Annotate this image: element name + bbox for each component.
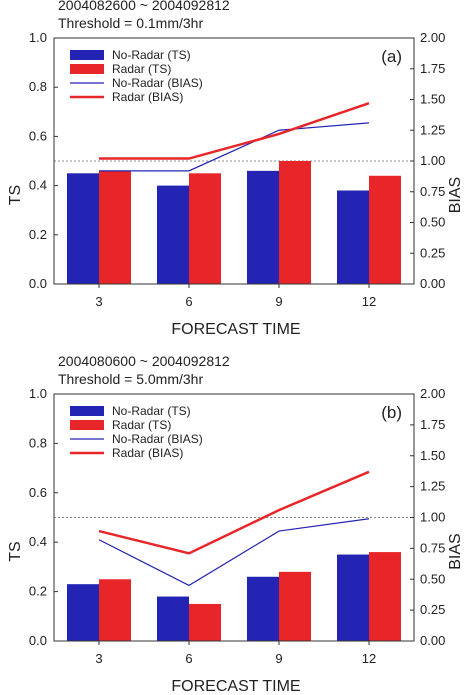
- bar-no-radar-ts--9: [247, 576, 279, 641]
- line-radar-bias-: [99, 102, 370, 160]
- bar-radar-ts--3: [99, 579, 131, 641]
- y2-tick-label: 1.00: [420, 510, 445, 525]
- bar-radar-ts--12: [369, 552, 401, 641]
- y2-tick-label: 0.50: [420, 215, 445, 230]
- y-tick-label: 0.8: [29, 435, 47, 450]
- x-tick-label: 6: [185, 294, 192, 309]
- y2-tick-label: 0.50: [420, 571, 445, 586]
- y2-tick-label: 2.00: [420, 30, 445, 45]
- y2-tick-label: 0.00: [420, 276, 445, 291]
- y-tick-label: 0.4: [29, 534, 47, 549]
- bar-radar-ts--3: [99, 170, 131, 284]
- y-tick-label: 0.2: [29, 227, 47, 242]
- bar-no-radar-ts--3: [67, 584, 99, 641]
- legend-label: Radar (BIAS): [112, 90, 183, 104]
- y-tick-label: 0.6: [29, 128, 47, 143]
- panel-label: (a): [381, 47, 402, 66]
- y-axis-title: TS: [7, 185, 24, 205]
- y-axis-title: TS: [7, 541, 24, 561]
- x-tick-label: 6: [185, 651, 192, 666]
- x-tick-label: 3: [95, 651, 102, 666]
- y2-tick-label: 1.50: [420, 448, 445, 463]
- x-tick-label: 12: [362, 294, 376, 309]
- y-tick-label: 0.2: [29, 584, 47, 599]
- y2-tick-label: 0.75: [420, 184, 445, 199]
- legend-label: No-Radar (TS): [112, 48, 191, 62]
- legend-swatch: [70, 50, 104, 60]
- y2-tick-label: 1.25: [420, 479, 445, 494]
- legend-swatch: [70, 420, 104, 430]
- chart-threshold: Threshold = 0.1mm/3hr: [58, 15, 203, 31]
- bar-no-radar-ts--12: [337, 190, 369, 284]
- panel-label: (b): [381, 403, 402, 422]
- bar-radar-ts--9: [279, 571, 311, 641]
- legend-label: Radar (TS): [112, 62, 171, 76]
- chart-panel-0: 2004082600 ~ 2004092812 Threshold = 0.1mm…: [7, 0, 464, 338]
- y2-tick-label: 2.00: [420, 386, 445, 401]
- bar-radar-ts--9: [279, 161, 311, 284]
- bar-radar-ts--6: [189, 603, 221, 641]
- bar-no-radar-ts--3: [67, 173, 99, 284]
- legend-label: No-Radar (BIAS): [112, 432, 203, 446]
- line-no-radar-bias-: [98, 518, 370, 587]
- y-tick-label: 1.0: [29, 386, 47, 401]
- legend-label: Radar (TS): [112, 418, 171, 432]
- bar-no-radar-ts--6: [157, 185, 189, 284]
- y2-axis-title: BIAS: [447, 533, 464, 569]
- y2-tick-label: 0.00: [420, 633, 445, 648]
- bar-no-radar-ts--12: [337, 554, 369, 641]
- legend-swatch: [70, 406, 104, 416]
- y2-tick-label: 1.75: [420, 61, 445, 76]
- y-tick-label: 0.6: [29, 485, 47, 500]
- chart-panel-1: 2004080600 ~ 2004092812 Threshold = 5.0mm…: [7, 353, 464, 695]
- y2-tick-label: 1.75: [420, 417, 445, 432]
- legend-label: No-Radar (TS): [112, 404, 191, 418]
- y2-tick-label: 1.25: [420, 122, 445, 137]
- bar-radar-ts--6: [189, 173, 221, 284]
- y2-tick-label: 1.50: [420, 92, 445, 107]
- legend-label: Radar (BIAS): [112, 446, 183, 460]
- y2-tick-label: 1.00: [420, 153, 445, 168]
- bar-radar-ts--12: [369, 175, 401, 284]
- y-tick-label: 0.4: [29, 178, 47, 193]
- bar-no-radar-ts--9: [247, 170, 279, 284]
- line-radar-bias-: [98, 470, 370, 555]
- chart-threshold: Threshold = 5.0mm/3hr: [58, 371, 203, 387]
- legend-swatch: [70, 64, 104, 74]
- y-tick-label: 0.0: [29, 633, 47, 648]
- x-tick-label: 9: [275, 294, 282, 309]
- y2-axis-title: BIAS: [447, 177, 464, 213]
- y-tick-label: 0.8: [29, 79, 47, 94]
- line-no-radar-bias-: [99, 122, 370, 172]
- x-tick-label: 12: [362, 651, 376, 666]
- y-tick-label: 0.0: [29, 276, 47, 291]
- y-tick-label: 1.0: [29, 30, 47, 45]
- y2-tick-label: 0.25: [420, 245, 445, 260]
- chart-date-range: 2004082600 ~ 2004092812: [58, 0, 230, 13]
- x-axis-title: FORECAST TIME: [171, 678, 300, 695]
- x-tick-label: 9: [275, 651, 282, 666]
- x-tick-label: 3: [95, 294, 102, 309]
- x-axis-title: FORECAST TIME: [171, 321, 300, 338]
- bar-no-radar-ts--6: [157, 596, 189, 641]
- chart-date-range: 2004080600 ~ 2004092812: [58, 353, 230, 369]
- y2-tick-label: 0.25: [420, 602, 445, 617]
- legend-label: No-Radar (BIAS): [112, 76, 203, 90]
- y2-tick-label: 0.75: [420, 540, 445, 555]
